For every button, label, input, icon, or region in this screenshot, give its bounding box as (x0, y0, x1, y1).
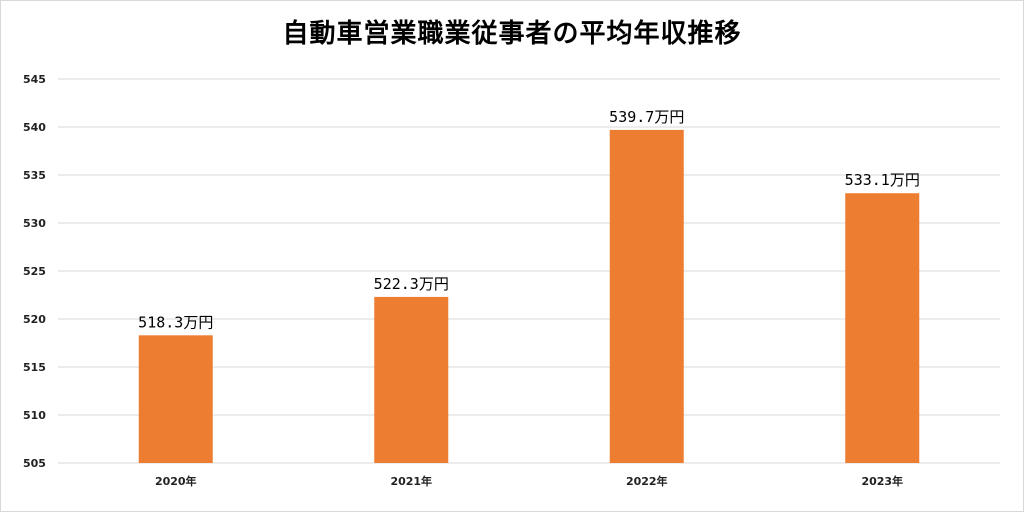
x-tick-label: 2022年 (626, 474, 668, 488)
bar (374, 296, 449, 463)
chart-title: 自動車営業職業従事者の平均年収推移 (282, 19, 742, 49)
y-tick-label: 535 (23, 169, 46, 182)
bar (609, 129, 684, 463)
y-tick-label: 545 (23, 73, 46, 86)
x-tick-label: 2023年 (861, 474, 903, 488)
bar (138, 335, 213, 463)
data-label: 533.1万円 (845, 171, 920, 189)
y-tick-label: 510 (23, 409, 46, 422)
y-tick-label: 515 (23, 361, 46, 374)
labels: 505 510 515 520 525 530 535 540 545 518.3万円 2020年 5… (23, 73, 920, 488)
data-label: 522.3万円 (374, 275, 449, 293)
x-tick-label: 2020年 (155, 474, 197, 488)
gridlines (58, 78, 1000, 464)
bars (138, 129, 920, 464)
data-label: 539.7万円 (609, 108, 684, 126)
y-tick-label: 530 (23, 217, 46, 230)
y-tick-label: 520 (23, 313, 46, 326)
x-tick-label: 2021年 (390, 474, 432, 488)
bar (845, 193, 920, 464)
y-tick-label: 540 (23, 121, 46, 134)
data-label: 518.3万円 (138, 313, 213, 331)
y-tick-label: 525 (23, 265, 46, 278)
y-tick-label: 505 (23, 457, 46, 470)
